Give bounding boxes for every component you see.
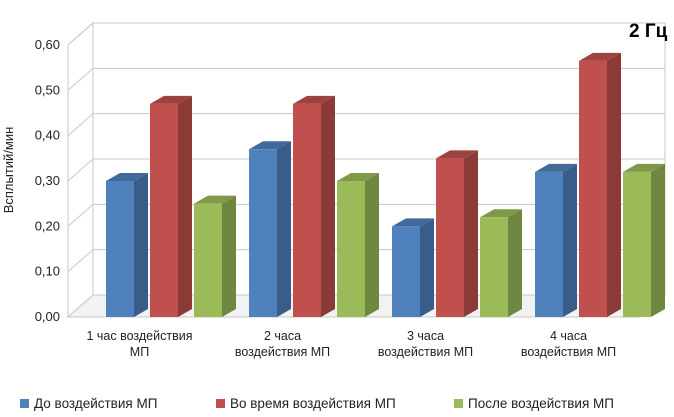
bar-top [480,209,522,218]
y-tick-label: 0,10 [35,264,60,279]
legend-swatch [216,399,225,408]
y-tick-label: 0,00 [35,309,60,324]
y-tick-labels: 0,00 0,10 0,20 0,30 0,40 0,50 0,60 [35,37,60,324]
category-label-line: воздействия МП [235,345,330,359]
bar-front [579,60,607,317]
bar [194,195,236,317]
bar [150,95,192,317]
bar-top [106,173,148,181]
bar [623,163,665,317]
bar-side [508,209,522,317]
category-label-line: воздействия МП [378,345,473,359]
bar [392,218,434,317]
bar-side [563,163,577,317]
category-label-line: МП [130,345,149,359]
bar-front [106,181,134,317]
gridline [67,67,665,91]
bar-side [651,163,665,317]
bar-front [535,171,563,317]
bar [436,150,478,317]
legend-item: После воздействия МП [454,396,614,411]
bar-side [464,150,478,317]
bar-top [194,195,236,204]
bar [249,141,291,317]
bar-top [623,163,665,172]
bar-side [178,95,192,317]
bar [480,209,522,317]
bar-front [337,181,365,317]
bar [337,173,379,317]
y-tick-label: 0,20 [35,218,60,233]
bar-side [134,173,148,317]
bar [106,173,148,317]
category-label: 1 час воздействия МП [87,329,193,359]
bar-top [436,150,478,159]
bar-front [293,103,321,317]
category-label: 4 часа воздействия МП [521,329,616,359]
bar-side [321,95,335,317]
bars [106,52,665,317]
bar-side [277,141,291,317]
y-axis-label: Всплытий/мин [1,127,16,214]
bar [579,52,621,317]
bar-top [392,218,434,227]
bar-top [337,173,379,181]
category-label-line: 4 часа [550,329,587,343]
legend-label: После воздействия МП [468,396,614,411]
category-label-line: 2 часа [264,329,301,343]
legend-item: До воздействия МП [20,396,157,411]
bar-top [150,95,192,104]
bar-side [365,173,379,317]
bar-top [579,52,621,61]
legend-swatch [454,399,463,408]
category-labels: 1 час воздействия МП2 часа воздействия МП3… [87,329,617,359]
bar [535,163,577,317]
bar-front [249,149,277,317]
bar-top [249,141,291,150]
bar-side [222,195,236,317]
bar-front [436,158,464,317]
category-label-line: 1 час воздействия [87,329,193,343]
y-tick-label: 0,30 [35,173,60,188]
y-tick-label: 0,60 [35,37,60,52]
legend-swatch [20,399,29,408]
bar-front [480,217,508,317]
bar-front [623,171,651,317]
category-label-line: воздействия МП [521,345,616,359]
legend-label: До воздействия МП [34,396,157,411]
bar-side [420,218,434,317]
y-tick-label: 0,50 [35,82,60,97]
bar-top [293,95,335,104]
legend: До воздействия МП Во время воздействия МП… [20,396,614,411]
bar [293,95,335,317]
legend-item: Во время воздействия МП [216,396,396,411]
bar-front [392,226,420,317]
gridline [67,113,665,137]
chart-annotation: 2 Гц [629,21,668,42]
legend-label: Во время воздействия МП [230,396,396,411]
category-label: 2 часа воздействия МП [235,329,330,359]
y-tick-label: 0,40 [35,128,60,143]
bar-front [150,103,178,317]
category-label: 3 часа воздействия МП [378,329,473,359]
bar-side [607,52,621,317]
bar-top [535,163,577,172]
bar-front [194,203,222,317]
gridline [67,22,665,46]
category-label-line: 3 часа [407,329,444,343]
